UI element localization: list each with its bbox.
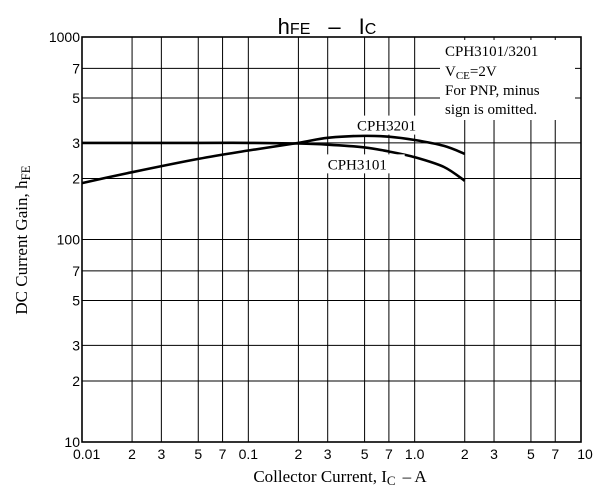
- y-tick-label-10: 1000: [49, 29, 80, 45]
- annotation-line-4: sign is omitted.: [445, 102, 537, 118]
- series-labels: CPH3201 CPH3101: [324, 115, 434, 174]
- y-tick-label-4: 7: [72, 263, 80, 279]
- x-tick-label-0: 0.01: [73, 446, 100, 462]
- series-label-bg-cph3201: [353, 115, 434, 135]
- plot-frame: [81, 36, 582, 443]
- title-separator: –: [328, 14, 341, 39]
- y-tick-labels: 10 2 3 5 7 100 2 3 5 7 1000: [49, 29, 80, 450]
- annotation: CPH3101/3201 VCE=2V For PNP, minus sign …: [440, 40, 575, 120]
- annotation-line-3: For PNP, minus: [445, 83, 540, 99]
- x-tick-label-11: 2: [461, 446, 469, 462]
- annotation-vce-rest: =2V: [470, 64, 497, 80]
- curves: [81, 134, 466, 185]
- series-label-bg-cph3101: [324, 154, 405, 174]
- series-label-cph3201: CPH3201: [357, 119, 416, 135]
- x-tick-label-10: 1.0: [405, 446, 425, 462]
- title-vs: I: [359, 14, 365, 39]
- y-tick-label-0: 10: [64, 434, 80, 450]
- x-tick-label-6: 2: [295, 446, 303, 462]
- annotation-background: [440, 40, 575, 120]
- y-axis-label-sub: FE: [18, 165, 33, 180]
- y-axis-label-text: DC Current Gain, h: [12, 180, 31, 315]
- x-tick-label-4: 7: [219, 446, 227, 462]
- y-tick-label-8: 5: [72, 90, 80, 106]
- x-tick-label-7: 3: [324, 446, 332, 462]
- x-axis-label: Collector Current, IC – A: [253, 467, 427, 488]
- y-tick-label-6: 2: [72, 171, 80, 187]
- x-tick-label-8: 5: [361, 446, 369, 462]
- x-tick-label-15: 10: [577, 446, 593, 462]
- x-axis-label-text: Collector Current, I: [253, 467, 387, 486]
- x-axis-label-unit: – A: [402, 467, 428, 486]
- y-tick-label-1: 2: [72, 373, 80, 389]
- x-tick-label-1: 2: [128, 446, 136, 462]
- series-line-cph3201: [81, 134, 466, 185]
- title-main: h: [278, 14, 290, 39]
- x-tick-label-3: 5: [194, 446, 202, 462]
- annotation-vce-main: V: [445, 64, 456, 80]
- x-axis-label-sub: C: [387, 473, 396, 488]
- x-tick-label-13: 5: [527, 446, 535, 462]
- x-tick-label-14: 7: [551, 446, 559, 462]
- chart-title: hFE – IC: [278, 14, 377, 39]
- series-line-cph3101: [82, 141, 466, 182]
- title-main-sub: FE: [290, 21, 310, 38]
- y-tick-label-7: 3: [72, 135, 80, 151]
- x-tick-labels: 0.01 2 3 5 7 0.1 2 3 5 7 1.0 2 3 5 7 10: [73, 446, 593, 462]
- x-tick-label-9: 7: [385, 446, 393, 462]
- x-tick-label-12: 3: [490, 446, 498, 462]
- y-tick-label-9: 7: [72, 60, 80, 76]
- y-tick-label-2: 3: [72, 337, 80, 353]
- y-tick-label-5: 100: [57, 232, 81, 248]
- x-tick-label-2: 3: [157, 446, 165, 462]
- annotation-line-1: CPH3101/3201: [445, 44, 538, 60]
- annotation-line-2: VCE=2V: [445, 64, 497, 82]
- title-vs-sub: C: [365, 21, 377, 38]
- annotation-vce-sub: CE: [456, 70, 470, 82]
- x-tick-label-5: 0.1: [239, 446, 259, 462]
- y-tick-label-3: 5: [72, 292, 80, 308]
- y-axis-label: DC Current Gain, hFE: [12, 165, 33, 314]
- series-label-cph3101: CPH3101: [328, 157, 387, 173]
